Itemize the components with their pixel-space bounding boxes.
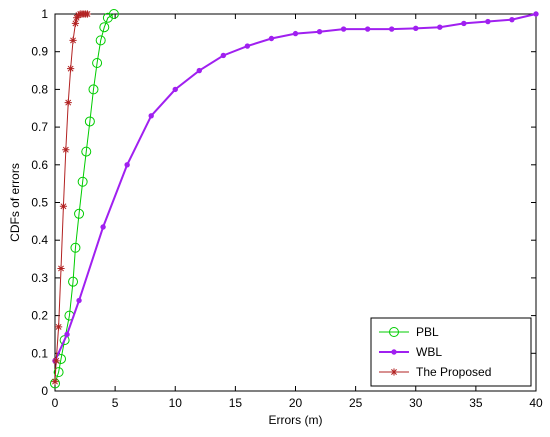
x-tick-label: 10: [169, 396, 183, 410]
wbl-point: [292, 30, 299, 37]
x-tick-label: 20: [289, 396, 303, 410]
the-proposed-point: [64, 98, 72, 107]
legend-item-the-proposed: The Proposed: [379, 365, 491, 379]
legend-swatch-marker: [389, 327, 399, 337]
y-tick-label: 0.5: [31, 196, 48, 210]
wbl-point: [461, 20, 467, 27]
y-tick-label: 1: [41, 7, 48, 21]
y-tick-label: 0.6: [31, 158, 48, 172]
y-tick-label: 0.2: [31, 309, 48, 323]
wbl-point: [220, 52, 227, 59]
pbl-point: [88, 84, 99, 95]
legend-swatch-marker: [390, 368, 398, 376]
pbl-point: [74, 208, 85, 219]
series-the-proposed: [51, 10, 92, 386]
the-proposed-point: [83, 10, 92, 18]
y-tick-label: 0.7: [31, 120, 48, 134]
y-tick-label: 0.1: [31, 346, 48, 360]
wbl-point: [124, 162, 130, 168]
wbl-point: [437, 24, 443, 30]
legend-swatch-marker: [391, 349, 397, 355]
x-axis-label: Errors (m): [269, 413, 323, 427]
the-proposed-point: [73, 14, 81, 22]
wbl-point: [509, 16, 515, 23]
pbl-point: [70, 242, 81, 253]
wbl-point: [389, 26, 395, 32]
y-tick-label: 0.9: [31, 45, 48, 59]
series-wbl: [52, 11, 539, 364]
pbl-point: [84, 116, 95, 127]
pbl-point: [92, 58, 103, 69]
legend-label: The Proposed: [416, 365, 491, 379]
wbl-point: [244, 43, 251, 49]
series-layer: [50, 9, 539, 389]
legend-label: PBL: [416, 325, 439, 339]
wbl-point: [76, 297, 82, 304]
wbl-point: [100, 224, 106, 230]
x-tick-label: 25: [349, 396, 363, 410]
the-proposed-point: [52, 357, 60, 365]
wbl-line: [54, 13, 537, 362]
wbl-point: [485, 18, 491, 25]
wbl-point: [172, 86, 178, 93]
pbl-point: [53, 367, 64, 378]
x-tick-label: 35: [469, 396, 483, 410]
y-tick-label: 0.4: [31, 233, 48, 247]
pbl-point: [102, 12, 113, 23]
x-tick-label: 30: [409, 396, 423, 410]
legend-label: WBL: [416, 345, 442, 359]
x-tick-label: 15: [229, 396, 243, 410]
wbl-point: [340, 26, 347, 32]
the-proposed-point: [51, 377, 59, 386]
the-proposed-point: [57, 264, 65, 273]
pbl-point: [77, 176, 88, 187]
wbl-point: [316, 29, 323, 35]
wbl-point: [364, 26, 371, 32]
pbl-point: [108, 9, 119, 19]
pbl-point: [95, 35, 106, 46]
y-tick-label: 0.8: [31, 82, 48, 96]
wbl-point: [148, 113, 154, 119]
the-proposed-point: [69, 36, 77, 44]
y-tick-label: 0.3: [31, 271, 48, 285]
x-tick-label: 0: [52, 396, 59, 410]
the-proposed-point: [59, 202, 68, 210]
x-tick-label: 40: [529, 396, 543, 410]
wbl-point: [196, 67, 203, 74]
wbl-point: [413, 25, 419, 32]
series-pbl: [50, 9, 119, 389]
legend-item-wbl: WBL: [379, 345, 442, 359]
pbl-point: [68, 276, 79, 287]
legend-item-pbl: PBL: [379, 325, 439, 339]
y-axis-label: CDFs of errors: [8, 163, 22, 242]
legend: PBL WBL The Proposed: [370, 317, 532, 387]
the-proposed-point: [55, 323, 63, 331]
x-tick-label: 5: [112, 396, 119, 410]
axis-ticks: 0 5 10 15 20 25 30 35 40 0 0.1 0.2 0.3 0.4 0.5 0.6 0.7 0.…: [31, 7, 543, 410]
y-tick-label: 0: [41, 384, 48, 398]
the-proposed-point: [71, 19, 80, 28]
the-proposed-point: [67, 65, 75, 73]
wbl-point: [268, 35, 275, 42]
wbl-point: [533, 11, 539, 17]
the-proposed-point: [62, 146, 70, 154]
wbl-point: [64, 331, 70, 338]
pbl-point: [81, 146, 92, 157]
pbl-point: [99, 22, 110, 33]
